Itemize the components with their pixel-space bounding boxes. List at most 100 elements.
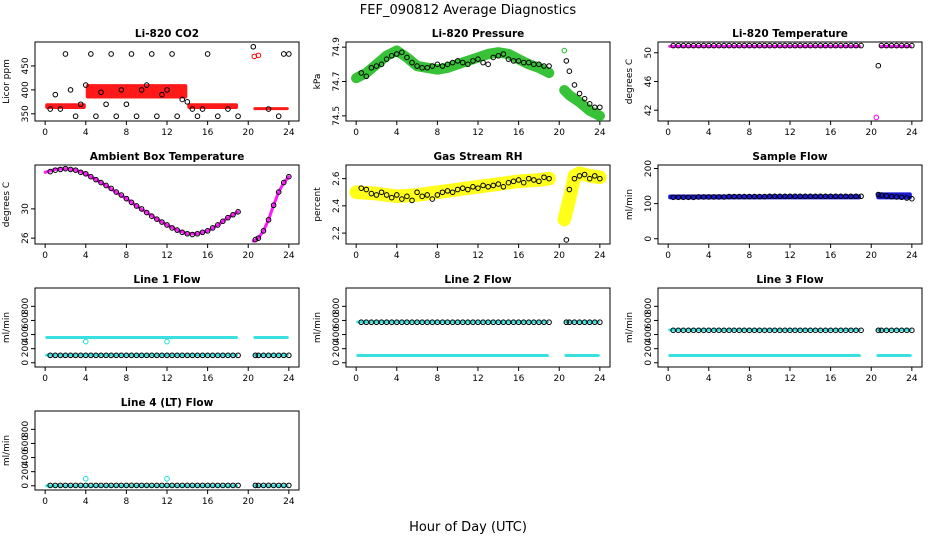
li-820-pressure-average-point (485, 61, 491, 68)
sample-flow-y-axis-label: ml/min (625, 189, 635, 220)
li-820-pressure-average-point (373, 63, 380, 69)
ambient-box-temperature-average-point (179, 229, 186, 236)
gas-stream-rh-title: Gas Stream RH (433, 151, 522, 163)
gas-stream-rh-x-tick-label: 0 (353, 251, 359, 261)
line-2-flow-y-tick-label: 400 (332, 326, 342, 343)
li-820-co2-average-point (62, 51, 69, 57)
ambient-box-temperature-x-tick-label: 16 (202, 251, 214, 261)
line-1-flow-x-tick-label: 4 (83, 374, 89, 384)
li-820-temperature-x-tick-label: 8 (747, 128, 753, 138)
gas-stream-rh-average-point (541, 174, 547, 181)
sample-flow-average-point (909, 195, 915, 202)
li-820-co2-average-point (77, 101, 84, 108)
gas-stream-rh-average-point (449, 189, 456, 196)
gas-stream-rh-y-tick-label: 2.2 (332, 226, 342, 240)
line-4-lt-flow-y-tick-label: 400 (21, 449, 31, 466)
li-820-co2-average-point (82, 82, 89, 88)
line-1-flow-title: Line 1 Flow (133, 274, 200, 286)
gas-stream-rh-average-point (454, 186, 461, 193)
gas-stream-rh-average-point (597, 175, 603, 182)
sample-flow-average-point (878, 192, 885, 198)
line-1-flow-x-tick-label: 16 (202, 374, 214, 384)
gas-stream-rh-average-point (393, 192, 400, 198)
li-820-pressure-flagged-point (561, 47, 568, 54)
li-820-co2-x-tick-label: 4 (83, 128, 89, 138)
li-820-pressure-average-point (495, 52, 502, 59)
line-1-flow-average-point (235, 352, 241, 359)
gas-stream-rh-average-point (419, 193, 425, 200)
line-3-flow-x-tick-label: 16 (825, 374, 837, 384)
gas-stream-rh-average-point (439, 189, 446, 196)
li-820-co2-average-point (194, 113, 201, 120)
line-2-flow-title: Line 2 Flow (444, 274, 511, 286)
line-3-flow-y-tick-label: 800 (644, 297, 654, 314)
ambient-box-temperature-average-point (143, 209, 150, 216)
ambient-box-temperature-average-point (230, 211, 236, 218)
sample-flow-x-tick-label: 24 (906, 251, 918, 261)
li-820-co2-average-point (98, 89, 104, 96)
line-4-lt-flow-y-tick-label: 600 (21, 435, 31, 452)
gas-stream-rh-x-tick-label: 4 (394, 251, 400, 261)
ambient-box-temperature-average-point (164, 222, 170, 228)
sample-flow-y-tick-label: 100 (644, 195, 654, 212)
ambient-box-temperature-average-point (154, 216, 160, 222)
ambient-box-temperature-x-tick-label: 12 (161, 251, 172, 261)
li-820-pressure-average-point (414, 63, 420, 69)
li-820-pressure-average-point (465, 61, 471, 68)
ambient-box-temperature-average-point (57, 166, 64, 173)
ambient-box-temperature-average-point (209, 225, 216, 231)
line-4-lt-flow-x-tick-label: 12 (161, 497, 172, 507)
ambient-box-temperature-average-point (138, 206, 145, 212)
ambient-box-temperature-title: Ambient Box Temperature (90, 151, 245, 163)
li-820-co2-average-point (113, 113, 120, 120)
sample-flow-average-point (875, 191, 882, 198)
gas-stream-rh-average-point (459, 185, 466, 191)
gas-stream-rh-average-point (581, 171, 588, 178)
line-3-flow-x-tick-label: 12 (784, 374, 795, 384)
line-2-flow-y-tick-label: 600 (332, 312, 342, 329)
gas-stream-rh-average-point (414, 189, 420, 196)
li-820-co2-average-point (214, 113, 221, 120)
ambient-box-temperature-average-point (252, 236, 259, 243)
ambient-box-temperature-average-point (220, 218, 226, 225)
li-820-co2-average-point (275, 113, 282, 120)
li-820-co2-average-point (88, 51, 94, 57)
li-820-co2-average-point (204, 51, 211, 57)
line-4-lt-flow-x-tick-label: 8 (124, 497, 130, 507)
li-820-pressure-average-point (404, 54, 410, 61)
ambient-box-temperature-average-point (159, 219, 165, 225)
line-4-lt-flow-average-point (235, 482, 241, 489)
li-820-pressure-average-point (597, 104, 603, 111)
li-820-temperature-flagged-point (873, 114, 880, 121)
gas-stream-rh-average-point (434, 192, 441, 198)
line-1-flow-y-tick-label: 0 (21, 360, 31, 366)
ambient-box-temperature-average-point (67, 166, 74, 173)
gas-stream-rh-x-tick-label: 12 (472, 251, 483, 261)
li-820-pressure-x-tick-label: 24 (594, 128, 606, 138)
line-4-lt-flow-y-tick-label: 800 (21, 420, 31, 437)
li-820-co2-y-tick-label: 450 (21, 57, 31, 74)
ambient-box-temperature-x-tick-label: 4 (83, 251, 89, 261)
li-820-temperature-x-tick-label: 16 (825, 128, 837, 138)
line-3-flow-x-tick-label: 8 (747, 374, 753, 384)
li-820-temperature-x-tick-label: 4 (706, 128, 712, 138)
li-820-pressure-data (351, 45, 605, 121)
gas-stream-rh-raw-band (349, 166, 607, 227)
li-820-pressure-x-tick-label: 0 (353, 128, 359, 138)
line-2-flow-average-point (597, 319, 603, 326)
li-820-pressure-y-tick-label: 74.7 (332, 71, 342, 91)
li-820-co2-average-point (265, 106, 272, 112)
ambient-box-temperature-x-tick-label: 24 (283, 251, 295, 261)
li-820-temperature-y-tick-label: 50 (644, 47, 654, 59)
li-820-pressure-x-tick-label: 4 (394, 128, 400, 138)
li-820-pressure-average-point (439, 63, 446, 69)
line-1-flow-y-tick-label: 800 (21, 297, 31, 314)
li-820-temperature-x-tick-label: 12 (784, 128, 795, 138)
line-1-flow-x-tick-label: 20 (243, 374, 255, 384)
li-820-co2-average-point (280, 51, 287, 57)
gas-stream-rh-average-point (465, 186, 471, 193)
li-820-co2-raw-band (187, 103, 239, 110)
gas-stream-rh-average-point (500, 183, 507, 190)
line-4-lt-flow-y-tick-label: 0 (21, 483, 31, 489)
sample-flow-panel: Sample Flow 0 4 8 12 16 20 24 0 100 200 ml/min (625, 151, 923, 261)
